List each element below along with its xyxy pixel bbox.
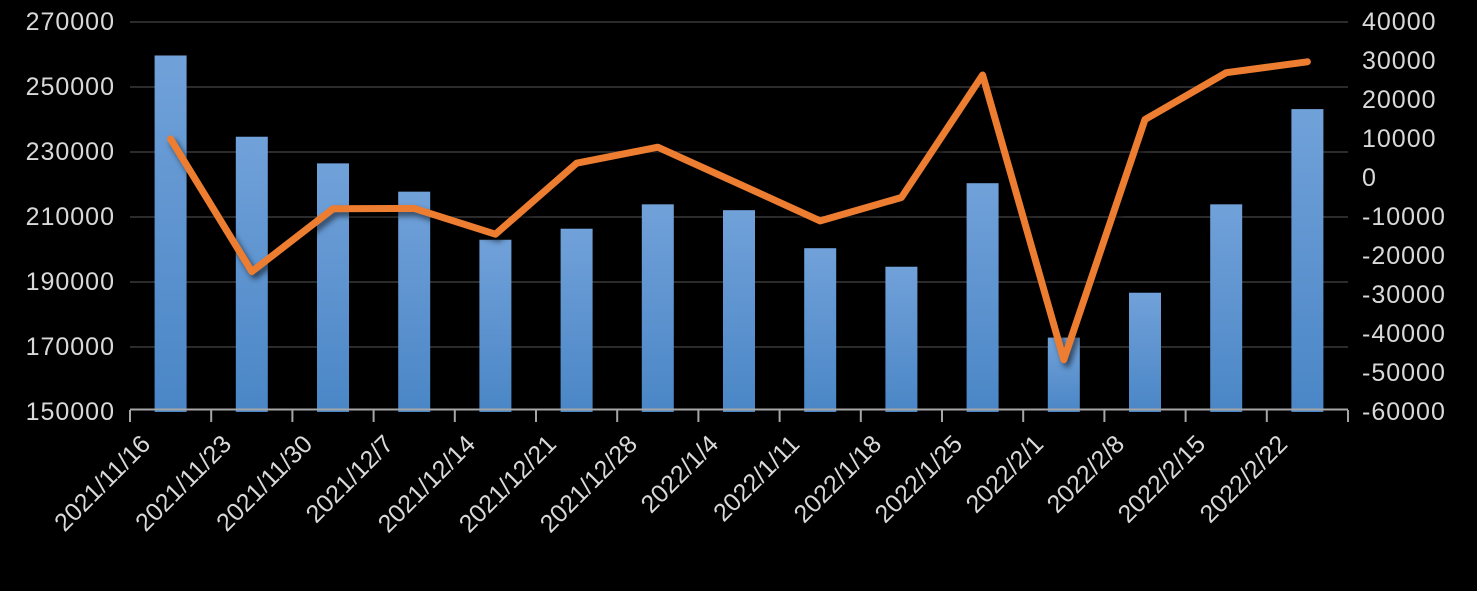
bar-2021/11/16[interactable]	[154, 55, 187, 412]
right-axis-tick-label: -60000	[1362, 398, 1446, 426]
right-axis-tick-label: -50000	[1362, 359, 1446, 387]
bar-2021/12/7[interactable]	[398, 191, 431, 412]
bar-2022/2/15[interactable]	[1210, 204, 1243, 412]
right-axis-tick-label: 40000	[1362, 8, 1437, 36]
bar-2021/12/21[interactable]	[560, 228, 593, 412]
right-axis-tick-label: 10000	[1362, 125, 1437, 153]
bar-2022/2/22[interactable]	[1291, 109, 1324, 412]
bar-2022/2/8[interactable]	[1129, 292, 1161, 412]
bar-2021/12/14[interactable]	[479, 239, 512, 412]
bar-2022/1/25[interactable]	[966, 183, 999, 412]
left-axis-tick-label: 150000	[25, 398, 115, 426]
bar-2022/1/18[interactable]	[885, 266, 918, 412]
right-axis-tick-label: -20000	[1362, 242, 1446, 270]
right-axis-tick-label: 30000	[1362, 47, 1437, 75]
bar-2021/12/28[interactable]	[641, 204, 674, 412]
bar-2022/1/4[interactable]	[723, 210, 755, 412]
right-axis-tick-label: 20000	[1362, 86, 1437, 114]
left-axis-tick-label: 270000	[25, 8, 115, 36]
left-axis-tick-label: 250000	[25, 73, 115, 101]
left-axis-tick-label: 190000	[25, 268, 115, 296]
left-axis-tick-label: 170000	[25, 333, 115, 361]
bar-2022/1/11[interactable]	[804, 248, 837, 412]
left-axis-tick-label: 230000	[25, 138, 115, 166]
right-axis-tick-label: -10000	[1362, 203, 1446, 231]
weekly-change-line[interactable]	[167, 58, 1311, 364]
left-axis-tick-label: 210000	[25, 203, 115, 231]
right-axis-tick-label: 0	[1362, 164, 1377, 192]
right-axis-tick-label: -30000	[1362, 281, 1446, 309]
bar-2021/11/30[interactable]	[317, 163, 349, 412]
right-axis-tick-label: -40000	[1362, 320, 1446, 348]
